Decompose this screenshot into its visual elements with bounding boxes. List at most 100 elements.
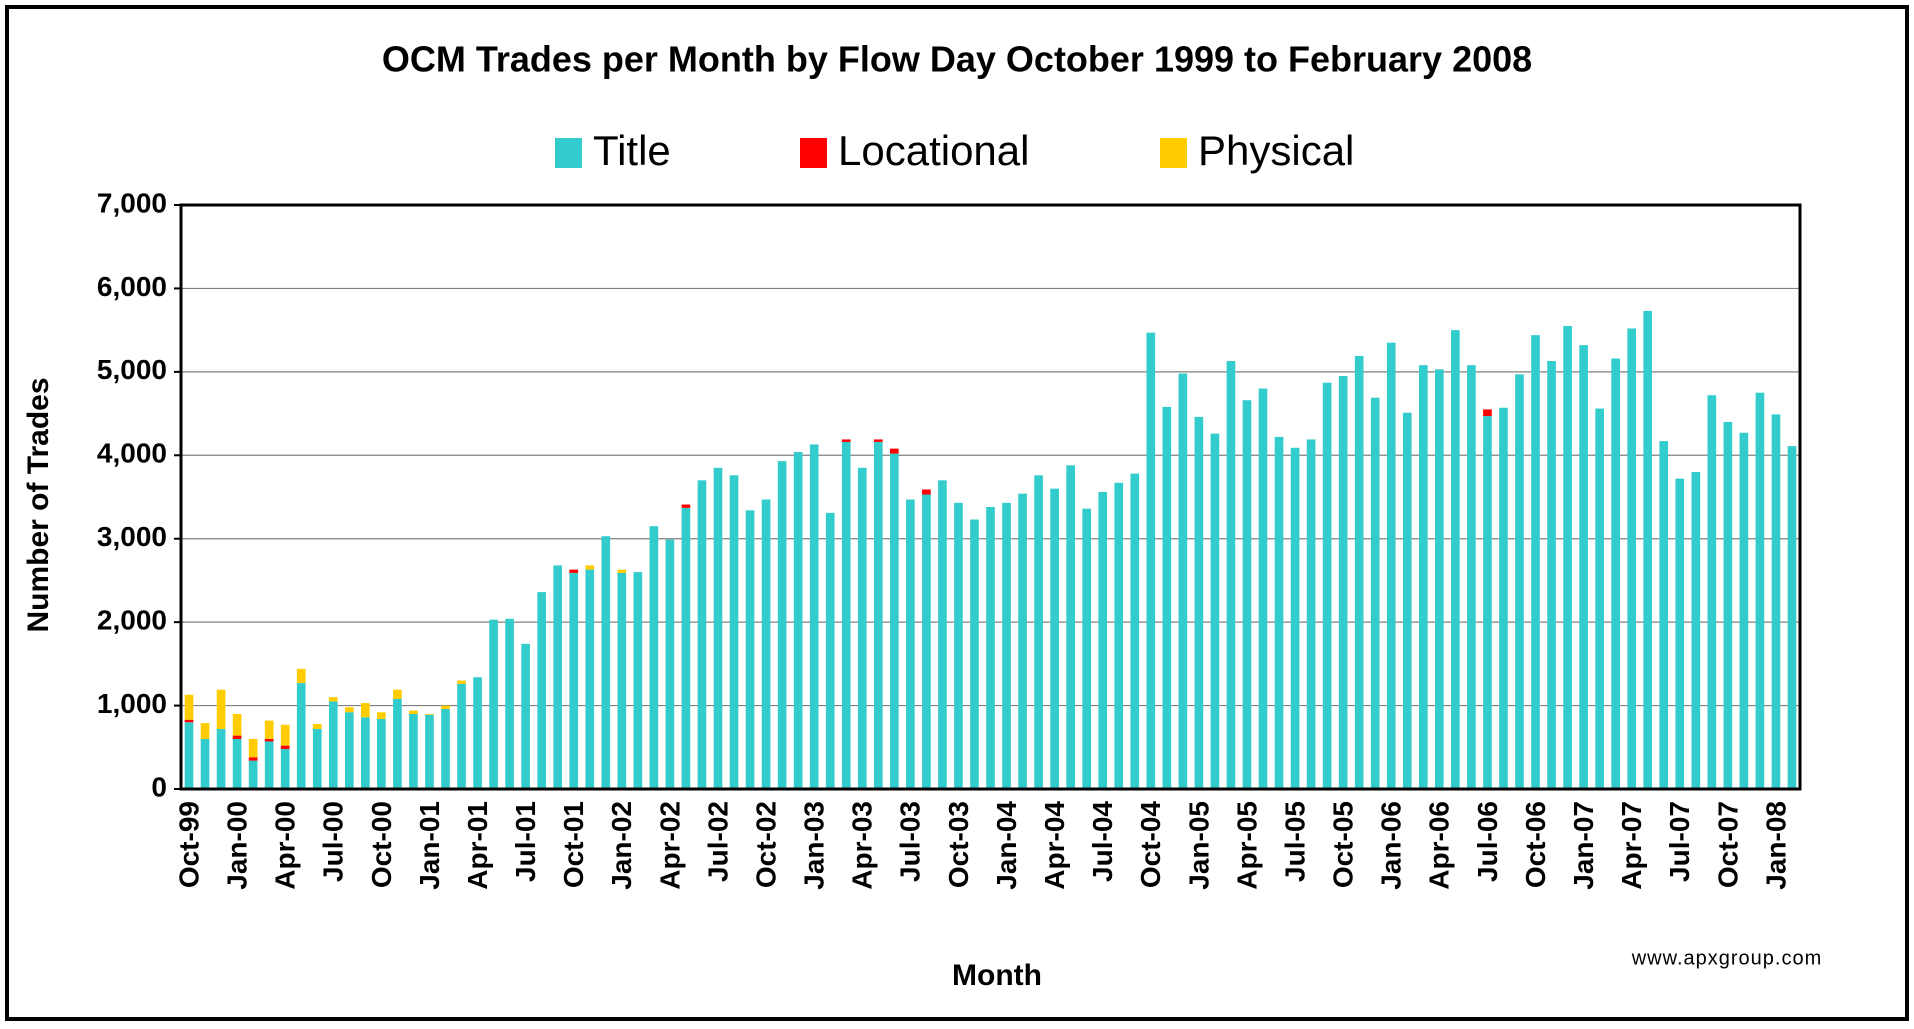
bar-segment	[1034, 475, 1043, 789]
x-tick-label: Jul-00	[318, 801, 349, 882]
bar-segment	[441, 705, 450, 709]
bar-segment	[793, 451, 803, 789]
bar-segment	[681, 504, 691, 508]
bar-segment	[361, 717, 370, 789]
bar-segment	[857, 467, 867, 789]
bar-segment	[1723, 421, 1733, 789]
x-tick-label: Jan-05	[1183, 801, 1214, 890]
bar-segment	[922, 489, 931, 495]
bar-segment	[280, 748, 290, 789]
bar-segment	[1771, 414, 1781, 789]
bar-segment	[777, 461, 787, 789]
bar-segment	[248, 738, 258, 758]
x-axis-label: Month	[952, 959, 1042, 992]
bar-segment	[1579, 345, 1588, 789]
bar-segment	[1563, 325, 1572, 789]
bar-segment	[232, 713, 242, 736]
bar-segment	[216, 728, 226, 789]
bar-segment	[1226, 361, 1236, 789]
x-tick-label: Jan-08	[1760, 801, 1791, 890]
bar-segment	[569, 569, 579, 573]
x-tick-label: Oct-04	[1135, 801, 1166, 889]
x-tick-label: Jan-04	[991, 801, 1022, 890]
bar-segment	[1483, 409, 1492, 417]
bar-segment	[665, 539, 675, 789]
bar-segment	[537, 592, 546, 789]
x-tick-label: Apr-03	[847, 801, 878, 890]
bar-segment	[505, 618, 514, 789]
bar-segment	[200, 738, 210, 789]
y-tick-label: 4,000	[97, 438, 167, 469]
bar-segment	[873, 441, 883, 789]
bar-segment	[729, 475, 739, 789]
y-tick-label: 5,000	[97, 354, 167, 385]
bar-segment	[745, 510, 755, 789]
bar-segment	[841, 439, 851, 442]
bar-segment	[361, 703, 370, 718]
bar-segment	[393, 689, 402, 699]
bar-segment	[889, 453, 899, 789]
x-tick-label: Oct-03	[943, 801, 974, 888]
x-tick-label: Jul-02	[702, 801, 733, 882]
bar-segment	[312, 728, 322, 789]
bar-segment	[713, 467, 723, 789]
y-tick-label: 2,000	[97, 605, 167, 636]
bar-segment	[954, 502, 963, 789]
x-tick-label: Jul-04	[1087, 801, 1118, 882]
bar-segment	[1082, 508, 1092, 789]
x-tick-label: Jul-05	[1279, 801, 1310, 882]
bar-segment	[1402, 412, 1412, 789]
bar-segment	[1755, 392, 1765, 789]
bar-segment	[1322, 382, 1332, 789]
y-tick-label: 3,000	[97, 521, 167, 552]
legend-swatch	[1160, 138, 1187, 168]
bar-segment	[280, 724, 290, 746]
x-tick-label: Apr-02	[654, 801, 685, 890]
bar-segment	[296, 683, 306, 789]
bar-segment	[1643, 310, 1653, 789]
bar-segment	[457, 683, 466, 789]
bar-segment	[1002, 502, 1011, 789]
bar-segment	[1386, 342, 1396, 789]
bar-segment	[1515, 374, 1524, 789]
bar-segment	[344, 707, 354, 713]
bar-segment	[184, 694, 194, 720]
bar-segment	[986, 507, 995, 789]
bar-segment	[1194, 416, 1204, 789]
bar-segment	[585, 569, 595, 789]
bar-segment	[184, 719, 194, 723]
bar-segment	[264, 738, 274, 742]
bar-segment	[1435, 369, 1444, 789]
bar-segment	[1354, 356, 1364, 789]
bar-segment	[409, 713, 418, 789]
bar-segment	[922, 494, 931, 789]
x-tick-label: Apr-01	[462, 801, 493, 890]
bar-segment	[264, 720, 274, 739]
x-tick-label: Apr-07	[1616, 801, 1647, 890]
bar-segment	[1130, 473, 1140, 789]
bar-segment	[1418, 365, 1428, 789]
x-tick-label: Apr-05	[1231, 801, 1262, 890]
y-tick-label: 1,000	[97, 688, 167, 719]
bar-segment	[393, 698, 402, 789]
bar-segment	[377, 718, 386, 789]
x-tick-label: Jan-03	[799, 801, 830, 890]
x-tick-label: Jan-06	[1376, 801, 1407, 890]
x-tick-label: Apr-06	[1424, 801, 1455, 890]
bar-segment	[825, 512, 835, 789]
bar-segment	[617, 569, 627, 573]
x-tick-label: Oct-05	[1328, 801, 1359, 888]
bar-segment	[200, 723, 210, 739]
y-tick-label: 7,000	[97, 187, 167, 218]
bar-segment	[184, 722, 194, 789]
bar-segment	[377, 712, 386, 719]
bar-segment	[1467, 365, 1476, 789]
bar-segment	[248, 757, 258, 761]
bar-segment	[296, 668, 306, 684]
bar-segment	[409, 710, 418, 714]
x-tick-label: Jul-06	[1472, 801, 1503, 882]
bar-segment	[585, 565, 595, 570]
bar-segment	[617, 572, 627, 789]
x-tick-label: Jan-07	[1568, 801, 1599, 890]
bar-segment	[1338, 376, 1348, 789]
